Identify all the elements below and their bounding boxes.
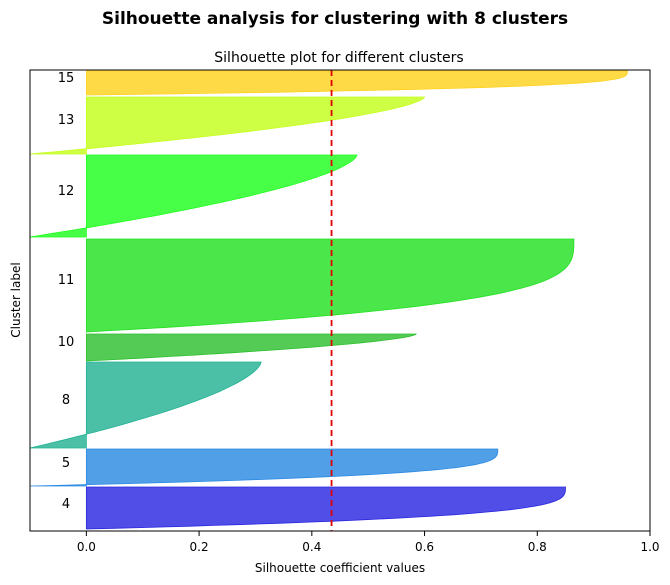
cluster-5-silhouette	[29, 448, 499, 487]
cluster-label-15: 15	[58, 71, 75, 86]
cluster-label-4: 4	[62, 497, 70, 512]
cluster-label-8: 8	[62, 393, 70, 408]
cluster-15-silhouette	[85, 70, 628, 96]
cluster-label-13: 13	[58, 113, 75, 128]
cluster-13-silhouette	[29, 96, 426, 155]
chart-suptitle: Silhouette analysis for clustering with …	[102, 9, 568, 29]
cluster-4-silhouette	[85, 486, 566, 530]
cluster-12-silhouette	[29, 154, 358, 238]
x-axis: 0.0 0.2 0.4 0.6 0.8 1.0	[77, 531, 660, 554]
y-axis-label: Cluster label	[9, 262, 23, 337]
cluster-11-silhouette	[85, 238, 575, 333]
cluster-8-silhouette	[29, 361, 262, 449]
x-tick-label: 0.6	[415, 540, 434, 554]
chart-title: Silhouette plot for different clusters	[214, 50, 463, 66]
cluster-10-silhouette	[85, 333, 418, 362]
x-tick-label: 0.0	[77, 540, 96, 554]
cluster-label-10: 10	[58, 335, 75, 350]
x-tick-label: 0.2	[190, 540, 209, 554]
x-tick-label: 0.4	[302, 540, 321, 554]
plot-area: 4 5 8 10 11 12 13 15	[29, 70, 628, 531]
x-axis-label: Silhouette coefficient values	[255, 561, 425, 575]
x-tick-label: 1.0	[640, 540, 659, 554]
cluster-label-11: 11	[58, 273, 75, 288]
plot-frame	[29, 69, 651, 532]
cluster-label-5: 5	[62, 456, 70, 471]
x-tick-label: 0.8	[528, 540, 547, 554]
cluster-label-12: 12	[58, 184, 75, 199]
